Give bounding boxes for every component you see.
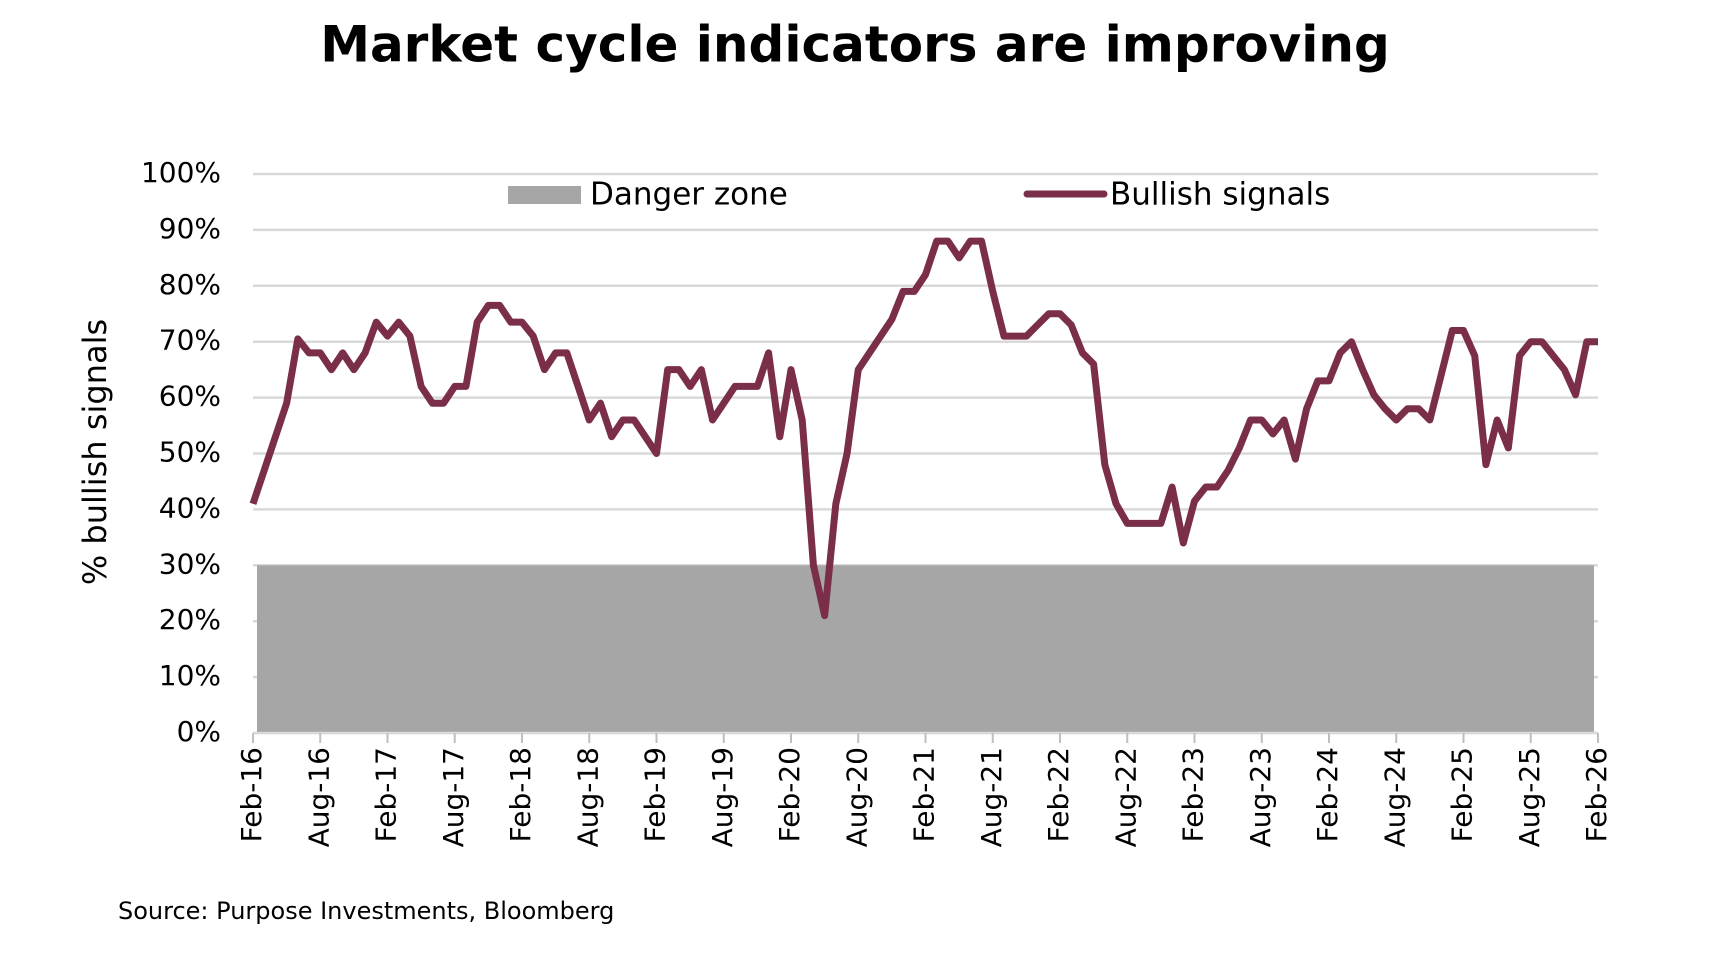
- line: [249, 237, 1598, 620]
- x-tick-label: Aug-24: [1378, 747, 1411, 847]
- y-tick-label: 50%: [159, 436, 221, 469]
- y-tick-label: 20%: [159, 603, 221, 636]
- x-tick-label: Feb-23: [1177, 747, 1210, 842]
- y-tick-label: 10%: [159, 659, 221, 692]
- y-tick-label: 30%: [159, 547, 221, 580]
- x-tick-label: Feb-25: [1446, 747, 1479, 842]
- legend-label: Danger zone: [590, 177, 788, 213]
- x-tick-label: Feb-16: [235, 747, 268, 842]
- x-tick-label: Feb-17: [370, 747, 403, 842]
- x-tick-label: Feb-22: [1042, 747, 1075, 842]
- danger-zone: [257, 565, 1594, 733]
- source-note: Source: Purpose Investments, Bloomberg: [118, 897, 614, 925]
- x-tick-label: Aug-22: [1109, 747, 1142, 847]
- x-tick-label: Aug-18: [571, 747, 604, 847]
- x-tick-label: Aug-21: [975, 747, 1008, 847]
- y-tick-label: 60%: [159, 380, 221, 413]
- x-tick-label: Aug-16: [302, 747, 335, 847]
- legend-swatch: [508, 186, 581, 204]
- x-tick-label: Aug-17: [437, 747, 470, 847]
- x-tick-label: Feb-20: [773, 747, 806, 842]
- y-tick-label: 100%: [141, 156, 221, 189]
- x-tick-label: Feb-19: [639, 747, 672, 842]
- x-tick-label: Aug-20: [840, 747, 873, 847]
- y-tick-label: 90%: [159, 212, 221, 245]
- x-tick-label: Feb-21: [908, 747, 941, 842]
- y-axis-title: % bullish signals: [76, 319, 114, 585]
- x-tick-label: Feb-24: [1311, 747, 1344, 842]
- chart-title: Market cycle indicators are improving: [320, 16, 1390, 74]
- x-tick-label: Aug-23: [1244, 747, 1277, 847]
- y-tick-label: 70%: [159, 324, 221, 357]
- y-tick-label: 40%: [159, 491, 221, 524]
- x-tick-label: Aug-19: [706, 747, 739, 847]
- x-tick-label: Feb-26: [1580, 747, 1613, 842]
- x-tick-label: Aug-25: [1513, 747, 1546, 847]
- y-tick-label: 80%: [159, 268, 221, 301]
- legend-label: Bullish signals: [1110, 177, 1330, 213]
- x-tick-label: Feb-18: [504, 747, 537, 842]
- y-tick-label: 0%: [177, 715, 221, 748]
